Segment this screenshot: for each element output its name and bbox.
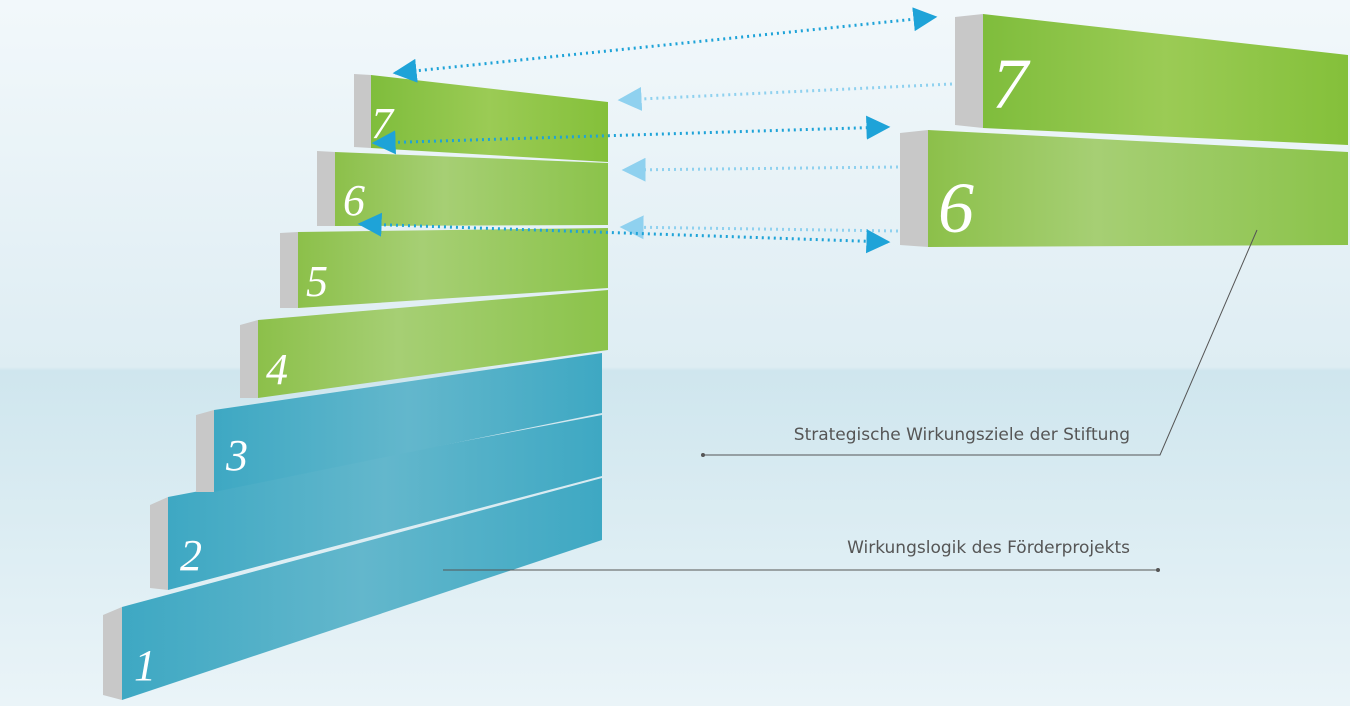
step xyxy=(335,152,608,226)
leader-dot xyxy=(701,453,705,457)
diagram: 1 2 3 4 5 6 7 7 6 Strategische Wirkungsz… xyxy=(0,0,1350,706)
step-side xyxy=(955,14,983,128)
step-label: 7 xyxy=(992,44,1031,124)
step-side xyxy=(196,410,214,492)
step-label: 2 xyxy=(180,531,202,580)
step-side xyxy=(900,130,928,247)
step-side xyxy=(317,151,335,226)
step-side xyxy=(150,497,168,590)
step-label: 4 xyxy=(266,345,288,394)
step-label: 6 xyxy=(938,168,974,248)
step-side xyxy=(240,320,258,398)
step-side xyxy=(280,232,298,308)
step-side xyxy=(103,607,122,700)
step-side xyxy=(354,74,371,148)
step-label: 6 xyxy=(343,176,365,225)
annotation: Wirkungslogik des Förderprojekts xyxy=(847,538,1130,558)
step-label: 3 xyxy=(225,431,248,480)
step-label: 5 xyxy=(306,257,328,306)
leader-dot xyxy=(1156,568,1160,572)
step-label: 1 xyxy=(134,641,156,690)
annotation: Strategische Wirkungsziele der Stiftung xyxy=(794,425,1130,445)
step-label: 7 xyxy=(371,99,395,148)
